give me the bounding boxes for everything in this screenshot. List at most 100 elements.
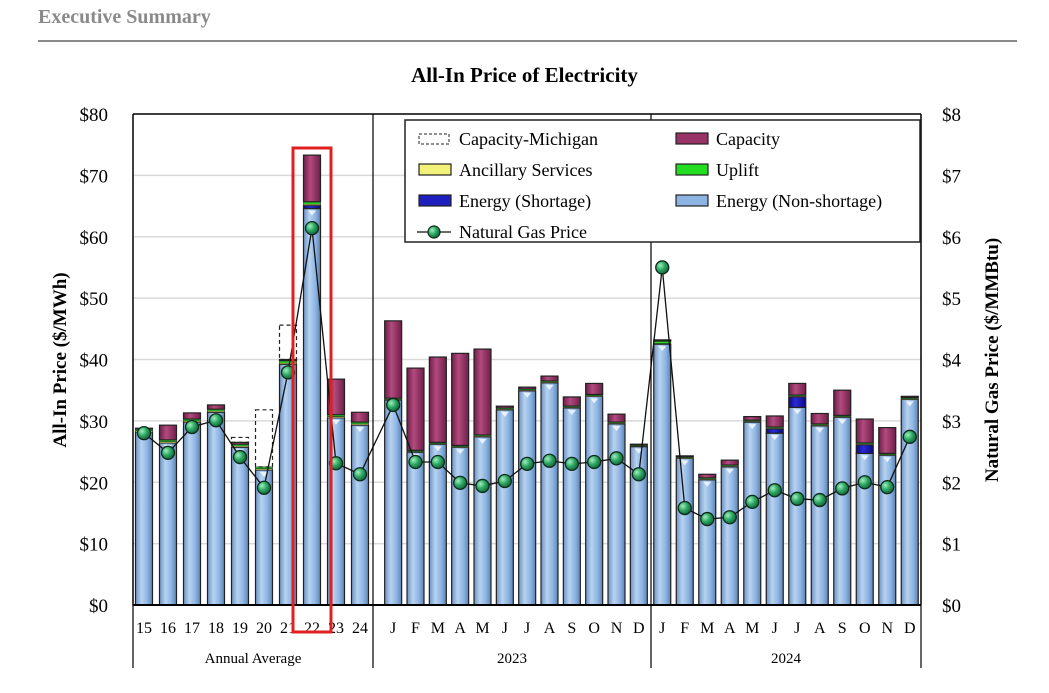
bar-segment-energy-non-shortage (384, 399, 403, 606)
x-group-label: 2024 (771, 651, 802, 667)
bar-segment-capacity (518, 386, 537, 390)
x-tick-label: A (814, 620, 826, 637)
gas-price-point (184, 419, 200, 435)
y-tick-label: $30 (80, 412, 109, 433)
bar-shine (815, 427, 824, 433)
gas-price-point (564, 456, 579, 471)
legend-swatch-dashed (418, 133, 450, 145)
bar-stack (855, 418, 874, 606)
y-tick-label: $80 (80, 105, 109, 126)
x-tick-label: A (454, 620, 466, 637)
bar-segment-capacity (206, 404, 226, 410)
bar-segment-energy-non-shortage (675, 457, 694, 606)
gas-price-line-layer (136, 221, 917, 527)
bar-shine (478, 438, 487, 444)
bar-shine (332, 419, 340, 425)
gas-price-point (542, 453, 557, 468)
bar-segment-capacity (406, 367, 425, 451)
legend-swatch (675, 194, 709, 207)
bar-segment-energy-non-shortage (473, 436, 492, 606)
x-tick-label: O (859, 620, 871, 637)
y-tick-label: $10 (80, 535, 109, 556)
legend-swatch-marker (427, 225, 441, 239)
x-tick-label: F (680, 620, 689, 637)
bar-segment-capacity (720, 459, 739, 466)
y2-tick-label: $2 (942, 473, 961, 494)
bar-stack (698, 473, 717, 606)
x-tick-label: M (745, 620, 759, 637)
bar-segment-capacity-michigan (278, 324, 298, 361)
bar-stack (743, 415, 762, 606)
bar-segment-energy-non-shortage (518, 390, 537, 606)
bar-stack (653, 339, 672, 606)
gas-price-point (386, 397, 401, 413)
gas-price-point (609, 451, 624, 466)
bar-stack (675, 455, 694, 606)
bar-stack (384, 320, 403, 606)
x-tick-label: N (881, 620, 893, 637)
bar-segment-energy-non-shortage (653, 343, 672, 606)
bar-segment-capacity (810, 412, 829, 425)
y2-tick-label: $7 (942, 166, 961, 187)
bar-segment-energy-non-shortage (585, 395, 604, 606)
gas-price-point (880, 480, 895, 495)
bar-shine (680, 460, 689, 466)
y2-tick-label: $6 (942, 228, 961, 249)
bar-stack (182, 412, 202, 606)
x-tick-label: M (700, 620, 714, 637)
y-tick-label: $70 (80, 166, 109, 187)
bar-shine (308, 210, 316, 216)
legend-label: Natural Gas Price (459, 222, 587, 242)
bar-segment-capacity (585, 382, 604, 396)
bar-stack (254, 409, 274, 606)
legend-box (404, 119, 921, 243)
x-tick-label: J (524, 620, 530, 637)
bar-segment-energy-shortage (302, 204, 322, 210)
x-tick-label: M (431, 620, 445, 637)
gas-price-point (835, 481, 850, 496)
y2-tick-label: $4 (942, 351, 962, 372)
chart-title: All-In Price of Electricity (411, 63, 638, 87)
bar-stack (810, 412, 829, 606)
bar-shine (725, 468, 734, 474)
bar-segment-capacity (629, 443, 648, 446)
axes-layer: $0 $10 $20 $30 $40 $50 $60 $70 $80 $0 $1 $2 $3 $4 $5 $6… (80, 105, 962, 668)
bar-shine (260, 471, 268, 477)
bar-segment-capacity (855, 418, 874, 444)
gas-price-point (587, 454, 602, 470)
x-tick-label: J (659, 620, 665, 637)
bar-segment-capacity (350, 411, 370, 423)
bar-stack (562, 396, 581, 606)
bar-segment-energy-non-shortage (302, 207, 322, 606)
x-tick-label: J (772, 620, 778, 637)
bar-segment-energy-shortage (855, 444, 874, 455)
legend-label: Uplift (716, 160, 759, 180)
x-tick-label: 18 (208, 620, 224, 637)
gas-price-point (677, 500, 692, 516)
bar-segment-capacity (182, 412, 202, 420)
gas-price-point (232, 449, 248, 465)
bar-shine (433, 446, 442, 452)
bar-segment-capacity (698, 473, 717, 479)
bar-segment-energy-non-shortage (206, 411, 226, 606)
bar-stack (406, 367, 425, 606)
bar-segment-energy-non-shortage (451, 446, 470, 606)
bar-segment-capacity (428, 356, 447, 443)
gas-price-point (655, 260, 670, 275)
x-tick-label: 20 (256, 620, 272, 637)
gas-price-point (790, 491, 805, 506)
bar-segment-capacity (384, 320, 403, 399)
bar-shine (523, 392, 532, 398)
bar-segment-energy-shortage (765, 428, 784, 434)
gas-price-line (143, 228, 911, 520)
x-tick-label: J (794, 620, 800, 637)
bar-segment-energy-non-shortage (765, 432, 784, 606)
bar-shine (567, 409, 576, 415)
gas-price-point (700, 511, 715, 527)
legend: Capacity-Michigan Capacity Ancillary Servi… (404, 119, 921, 243)
bar-stack (495, 405, 514, 606)
y2-axis-label: Natural Gas Price ($/MMBtu) (982, 238, 1003, 482)
bar-segment-energy-non-shortage (743, 421, 762, 606)
bar-segment-capacity-michigan (230, 436, 250, 443)
